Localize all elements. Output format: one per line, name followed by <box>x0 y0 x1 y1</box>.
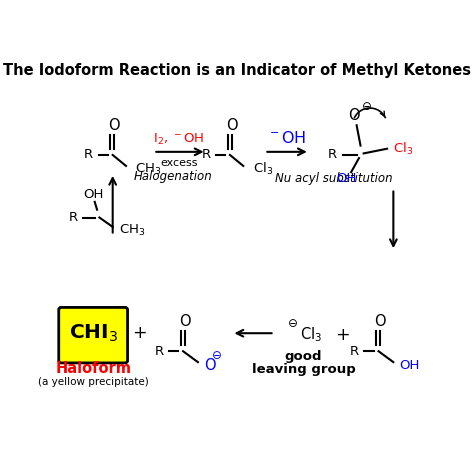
Text: $^-$OH: $^-$OH <box>266 130 306 146</box>
Text: $\ominus$: $\ominus$ <box>361 100 372 113</box>
Text: Haloform: Haloform <box>55 361 131 376</box>
Text: Cl$_3$: Cl$_3$ <box>301 325 322 344</box>
Text: OH: OH <box>83 188 103 201</box>
Text: OH: OH <box>336 172 356 185</box>
Text: $\ominus$: $\ominus$ <box>211 349 222 362</box>
Text: O: O <box>204 358 216 373</box>
Text: leaving group: leaving group <box>252 363 356 376</box>
Text: Halogenation: Halogenation <box>134 170 212 183</box>
Text: O: O <box>348 108 360 123</box>
Text: +: + <box>132 324 146 342</box>
Text: R: R <box>68 211 78 224</box>
Text: R: R <box>84 149 93 161</box>
Text: +: + <box>335 326 350 344</box>
Text: O: O <box>179 314 191 329</box>
Text: Nu acyl substitution: Nu acyl substitution <box>274 172 392 185</box>
Text: good: good <box>285 350 322 363</box>
Text: R: R <box>201 149 210 161</box>
Text: CH$_3$: CH$_3$ <box>119 222 146 237</box>
Text: The Iodoform Reaction is an Indicator of Methyl Ketones: The Iodoform Reaction is an Indicator of… <box>3 63 471 78</box>
Text: Cl$_3$: Cl$_3$ <box>253 161 273 177</box>
Text: O: O <box>109 118 120 133</box>
Text: R: R <box>155 345 164 358</box>
Text: Cl$_3$: Cl$_3$ <box>393 141 413 157</box>
Text: O: O <box>374 314 386 329</box>
Text: I$_2$, $^-$OH: I$_2$, $^-$OH <box>153 132 205 147</box>
Text: CHI$_3$: CHI$_3$ <box>69 323 118 344</box>
Text: R: R <box>350 345 359 358</box>
Text: (a yellow precipitate): (a yellow precipitate) <box>38 377 148 387</box>
Text: O: O <box>226 118 237 133</box>
Text: R: R <box>328 149 337 161</box>
Text: $\ominus$: $\ominus$ <box>287 318 298 330</box>
Text: CH$_3$: CH$_3$ <box>136 161 162 177</box>
FancyBboxPatch shape <box>59 308 128 363</box>
Text: excess: excess <box>160 158 198 168</box>
Text: OH: OH <box>400 359 420 372</box>
